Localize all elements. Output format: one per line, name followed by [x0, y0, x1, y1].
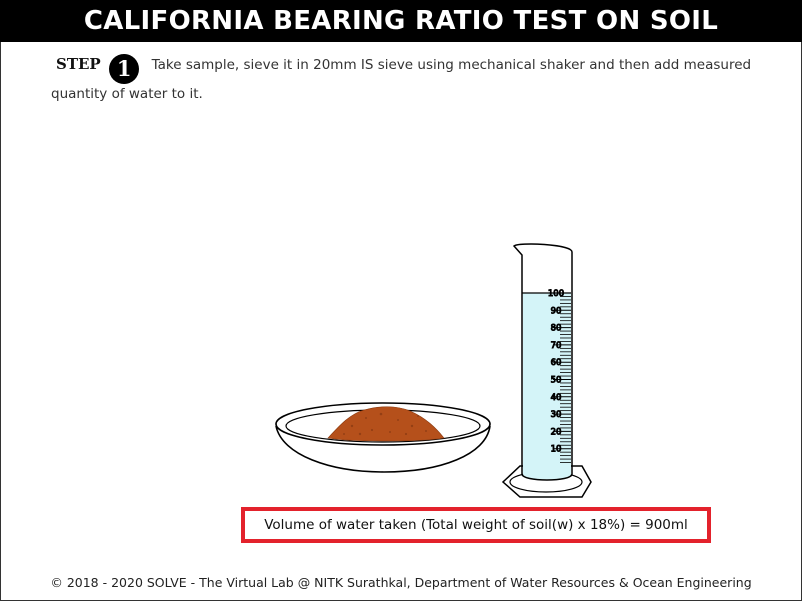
cylinder-scale-label: 100	[548, 289, 564, 299]
cylinder-scale-label: 90	[551, 306, 562, 316]
footer-copyright: © 2018 - 2020 SOLVE - The Virtual Lab @ …	[50, 575, 752, 590]
cylinder-scale-label: 10	[551, 445, 562, 455]
cylinder-water	[523, 293, 571, 480]
cylinder-scale-label: 30	[551, 410, 562, 420]
petri-dish-with-soil[interactable]	[275, 402, 491, 473]
step-label: STEP	[56, 55, 101, 73]
step-instruction-row: STEP 1 Take sample, sieve it in 20mm IS …	[51, 54, 791, 104]
cylinder-scale-label: 20	[551, 427, 562, 437]
cylinder-scale-label: 50	[551, 376, 562, 386]
cylinder-scale-label: 80	[551, 324, 562, 334]
cylinder-scale-label: 40	[551, 393, 562, 403]
cylinder-scale-label: 60	[551, 358, 562, 368]
cylinder-scale-label: 70	[551, 341, 562, 351]
cylinder-scale: 100 90 80 70 60 50 40 30 20 10	[547, 289, 571, 463]
step-number-badge: 1	[109, 54, 140, 84]
cylinder-body	[512, 243, 573, 481]
soil-sample	[327, 406, 445, 442]
measuring-cylinder[interactable]: 100 90 80 70 60 50 40 30 20 10	[501, 243, 592, 498]
water-volume-result: Volume of water taken (Total weight of s…	[241, 507, 711, 543]
page-title: CALIFORNIA BEARING RATIO TEST ON SOIL	[0, 0, 802, 42]
step-instruction-text: Take sample, sieve it in 20mm IS sieve u…	[51, 57, 752, 102]
